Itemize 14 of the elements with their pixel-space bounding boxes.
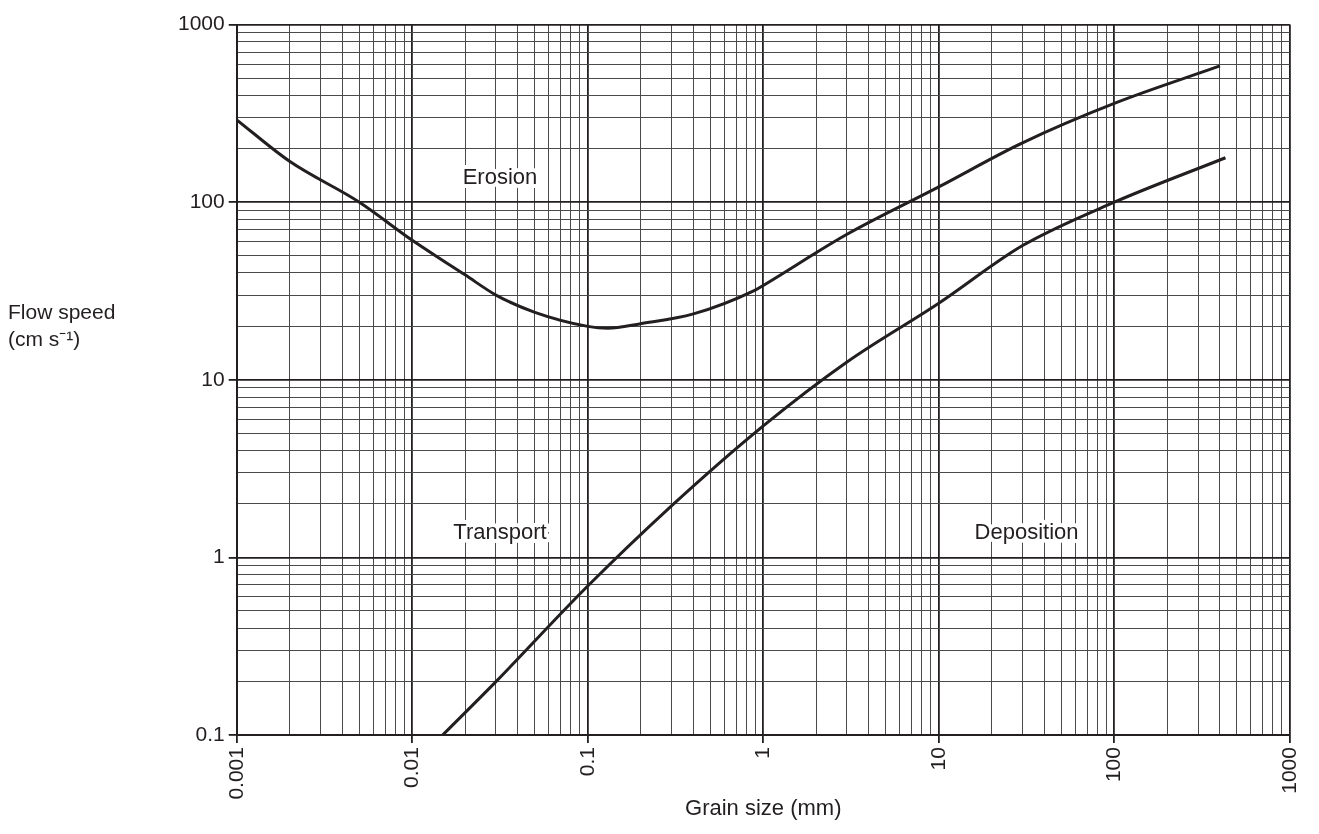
- x-axis-title: Grain size (mm): [685, 794, 842, 820]
- x-tick-label: 10: [925, 747, 949, 771]
- y-tick-label: 10: [201, 366, 225, 390]
- x-tick-label: 1000: [1276, 747, 1300, 794]
- y-tick-label: 100: [189, 189, 225, 213]
- x-tick-label: 0.1: [574, 747, 598, 777]
- x-tick-label: 100: [1101, 747, 1125, 783]
- y-axis-title: Flow speed (cm s⁻¹): [8, 299, 117, 353]
- x-tick-label: 1: [750, 747, 774, 759]
- y-tick-label: 1000: [178, 11, 225, 35]
- x-tick-label: 0.001: [223, 747, 247, 800]
- y-tick-label: 1: [213, 544, 225, 568]
- y-tick-label: 0.1: [195, 721, 225, 745]
- x-tick-label: 0.01: [399, 747, 423, 788]
